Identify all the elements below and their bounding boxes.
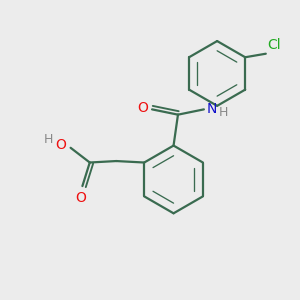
Text: Cl: Cl [267, 38, 281, 52]
Text: O: O [76, 191, 86, 206]
Text: N: N [206, 102, 217, 116]
Text: H: H [44, 133, 53, 146]
Text: H: H [219, 106, 229, 119]
Text: O: O [55, 138, 66, 152]
Text: O: O [137, 101, 148, 115]
